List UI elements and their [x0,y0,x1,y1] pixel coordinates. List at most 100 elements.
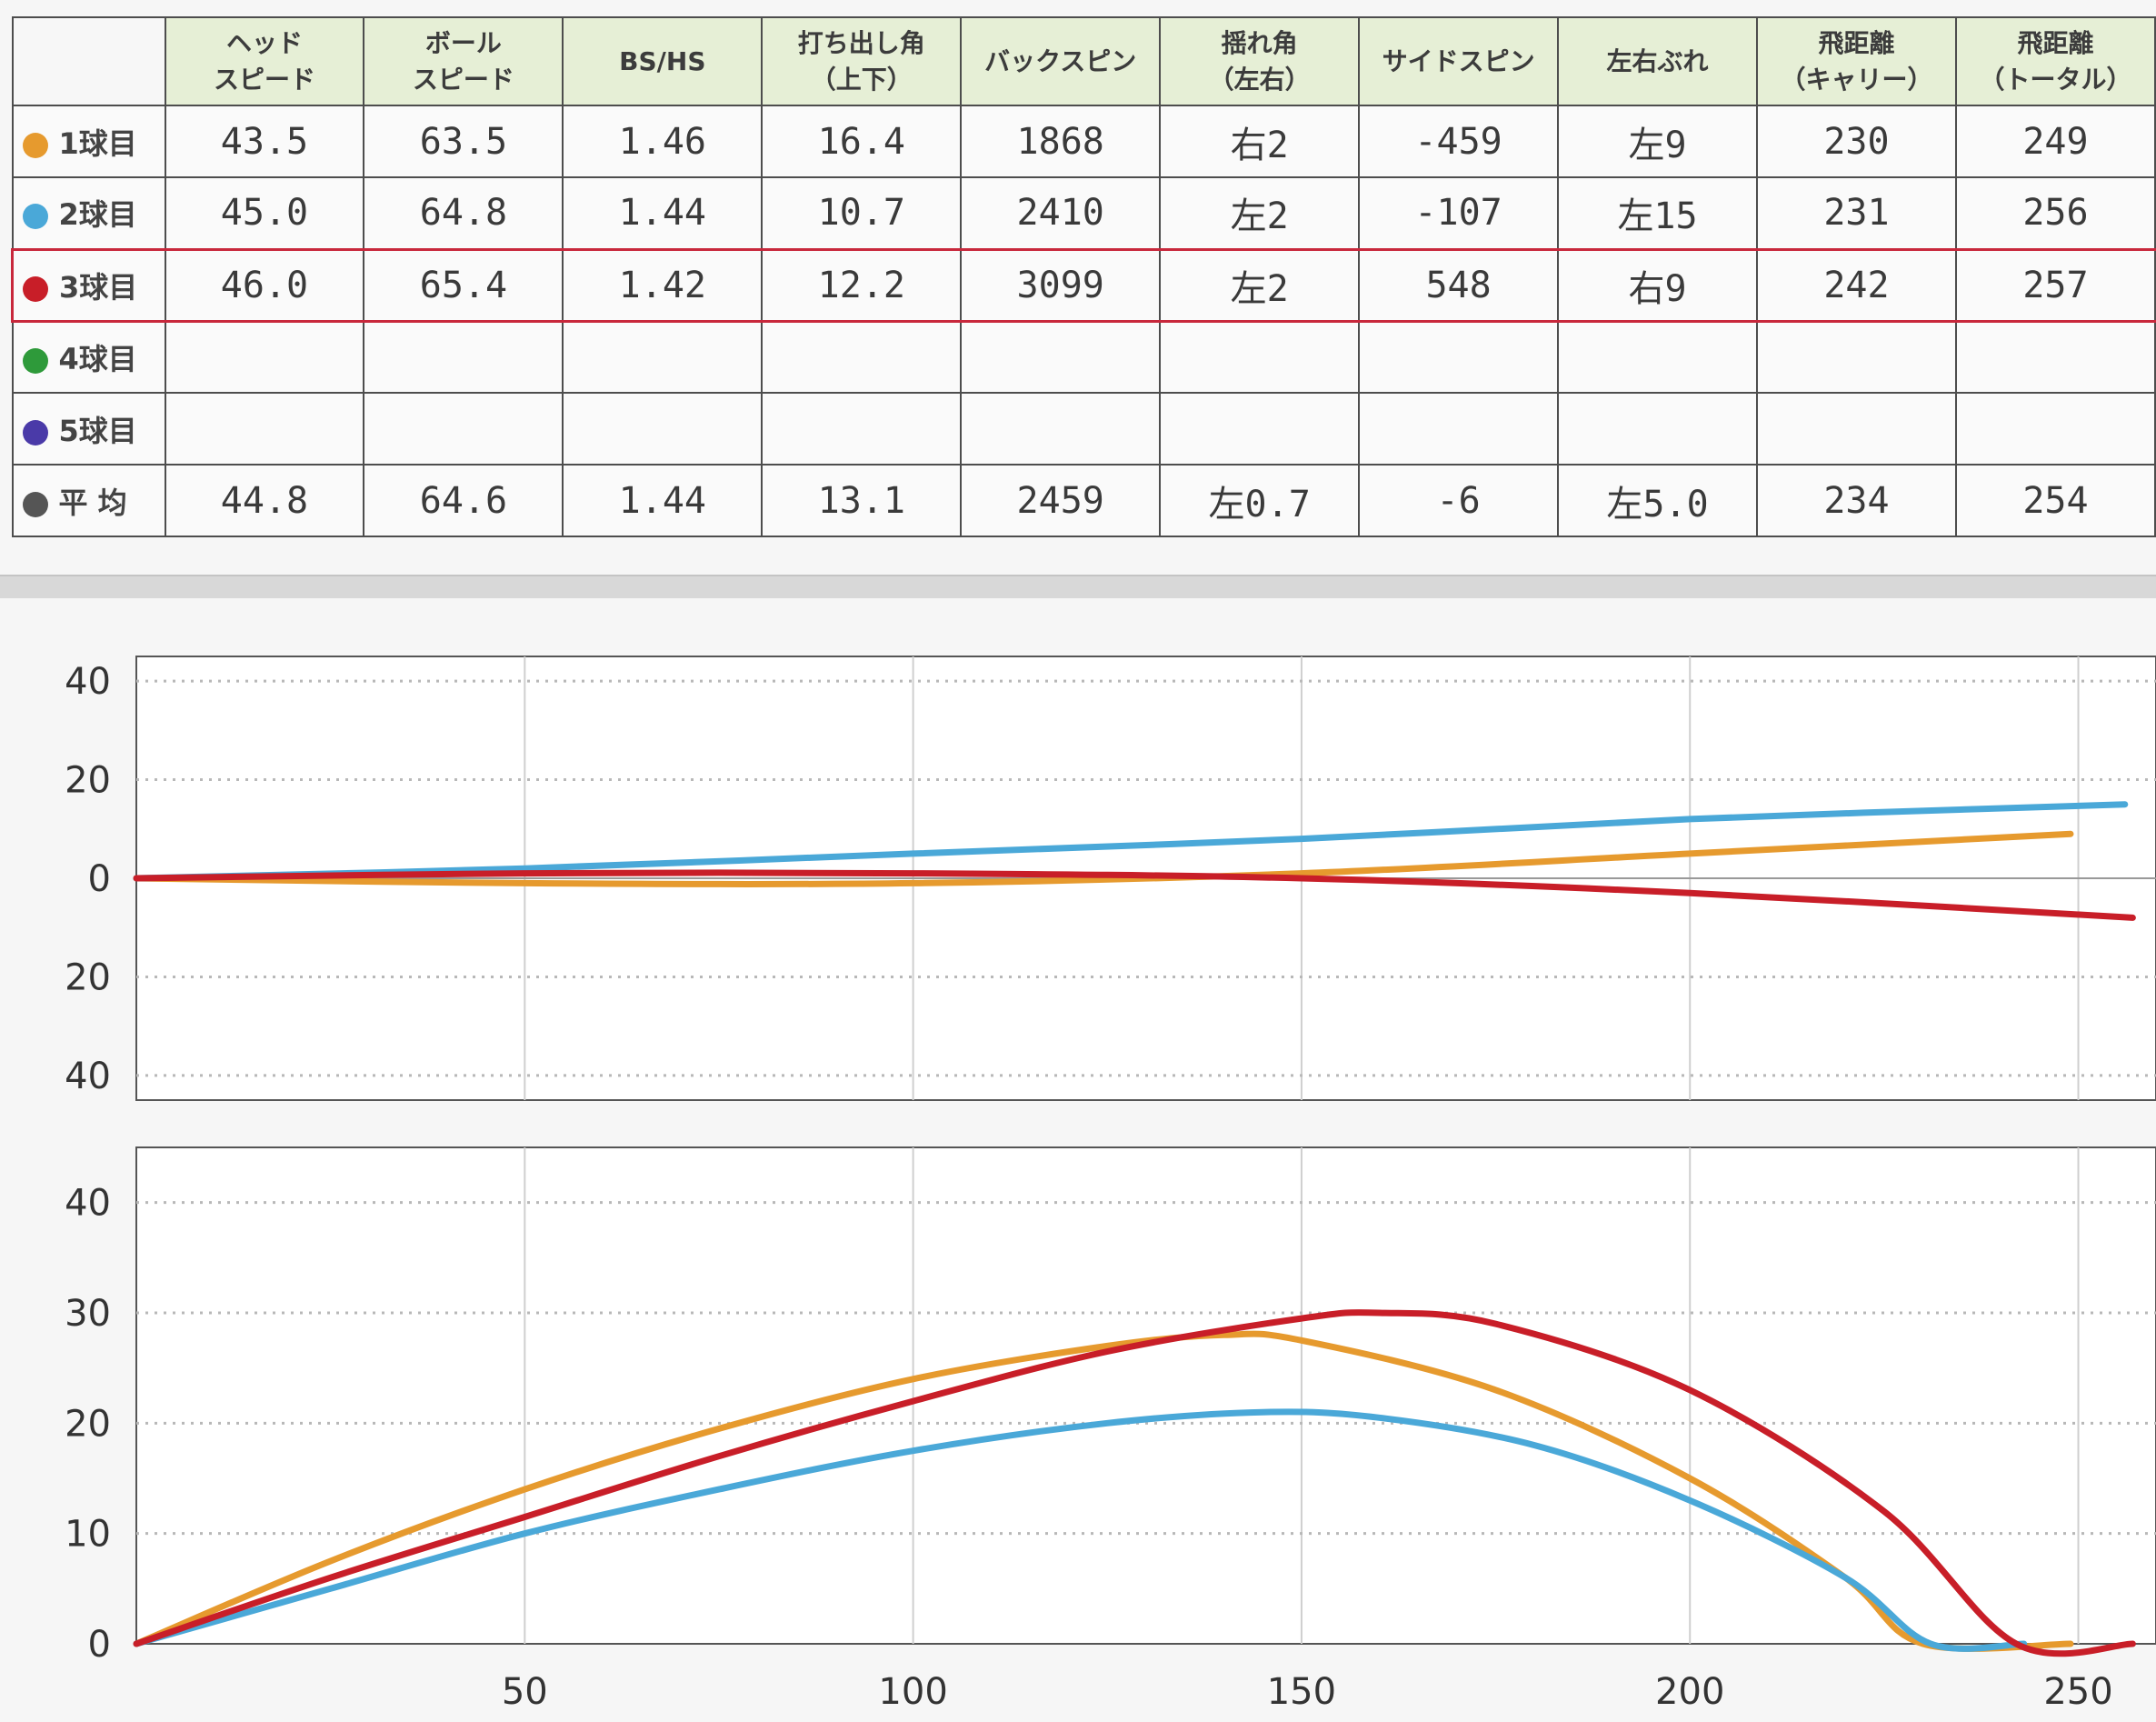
table-row: 3球目 46.0 65.4 1.42 12.2 3099 左2 548 右9 242 257 [11,247,2156,323]
table-cell: 3099 [960,247,1162,323]
table-cell [363,320,564,394]
y-tick-label: 40 [65,1183,111,1225]
table-cell [562,320,764,394]
y-tick-label: 30 [65,1293,111,1335]
y-tick-label: 40 [65,661,111,703]
series-line [133,830,2074,887]
x-tick-label: 200 [1655,1671,1724,1713]
table-cell: -107 [1358,176,1560,250]
x-tick-label: 250 [2043,1671,2112,1713]
table-cell: 254 [1954,464,2156,537]
table-cell: 230 [1756,105,1957,178]
plot-area [135,1146,2156,1645]
table-cell [1358,320,1560,394]
table-cell [562,392,764,466]
table-cell [1954,392,2156,466]
series-line [133,801,2129,882]
header-ball-speed: ボール スピード [363,16,564,106]
table-cell: 65.4 [363,247,564,323]
series-color-dot-icon [22,419,48,446]
table-cell [1358,392,1560,466]
header-sidespin: サイドスピン [1358,16,1560,106]
header-deviation: 左右ぶれ [1557,16,1758,106]
table-cell: 2410 [960,176,1162,250]
table-cell: 548 [1358,247,1560,323]
header-bs-hs: BS/HS [562,16,764,106]
table-cell: 13.1 [761,464,963,537]
lateral-deviation-chart: 40 20 0 20 40 [65,656,2156,1101]
table-row: 5球目 [11,392,2156,466]
table-cell: 左2 [1159,176,1361,250]
x-tick-label: 100 [878,1671,947,1713]
series-color-dot-icon [22,491,48,517]
table-header-row: ヘッド スピード ボール スピード BS/HS 打ち出し角 （上下） バックスピン 揺… [11,16,2156,106]
table-cell: 64.6 [363,464,564,537]
row-label-text: 2球目 [58,197,137,233]
table-cell [1159,392,1361,466]
table-cell: 1.42 [562,247,764,323]
series-color-dot-icon [23,275,48,302]
y-tick-label: 0 [88,1624,111,1666]
row-label-text: 1球目 [58,125,137,161]
table-cell [1557,392,1758,466]
x-tick-label: 50 [502,1671,548,1713]
row-label: 1球目 [11,105,166,178]
table-row: 2球目 45.0 64.8 1.44 10.7 2410 左2 -107 左15 231 256 [11,176,2156,250]
series-line [133,869,2136,921]
section-divider [0,575,2156,598]
table-cell: -6 [1358,464,1560,537]
table-cell [960,392,1162,466]
row-label: 5球目 [11,392,166,466]
header-head-speed: ヘッド スピード [164,16,365,106]
table-row: 1球目 43.5 63.5 1.46 16.4 1868 右2 -459 左9 230 249 [11,105,2156,178]
row-label: 4球目 [11,320,166,394]
table-cell: -459 [1358,105,1560,178]
table-cell: 63.5 [363,105,564,178]
table-cell: 234 [1756,464,1957,537]
table-cell: 右2 [1159,105,1361,178]
table-cell: 左5.0 [1557,464,1758,537]
series-color-dot-icon [22,132,48,158]
row-label-text: 5球目 [58,413,137,448]
series-line [133,1309,2136,1657]
table-cell [363,392,564,466]
header-side-angle: 揺れ角 （左右） [1159,16,1361,106]
series-color-dot-icon [22,204,48,230]
table-cell [1954,320,2156,394]
header-backspin: バックスピン [960,16,1162,106]
table-cell [1159,320,1361,394]
stats-table: ヘッド スピード ボール スピード BS/HS 打ち出し角 （上下） バックスピン 揺… [11,16,2156,537]
table-cell [164,320,365,394]
header-carry: 飛距離 （キャリー） [1756,16,1957,106]
row-label: 平 均 [11,464,166,537]
header-total: 飛距離 （トータル） [1954,16,2156,106]
x-tick-label: 150 [1267,1671,1336,1713]
table-cell: 1.44 [562,464,764,537]
series-line [133,1408,2028,1652]
y-tick-label: 20 [65,1403,111,1445]
table-cell: 64.8 [363,176,564,250]
table-cell: 左2 [1159,247,1361,323]
table-cell: 左15 [1557,176,1758,250]
table-cell [164,392,365,466]
table-cell: 242 [1756,247,1957,323]
table-cell: 2459 [960,464,1162,537]
table-row: 4球目 [11,320,2156,394]
table-cell: 16.4 [761,105,963,178]
table-cell: 10.7 [761,176,963,250]
trajectory-height-chart: 0 10 20 30 40 50 100 150 200 250 [65,1146,2156,1713]
table-cell: 43.5 [164,105,365,178]
table-cell [761,392,963,466]
row-label-text: 4球目 [58,341,137,376]
y-tick-label: 20 [65,956,111,998]
y-tick-label: 40 [65,1056,111,1097]
table-corner-cell [11,16,166,106]
row-label: 3球目 [11,247,166,323]
table-cell: 231 [1756,176,1957,250]
table-cell: 257 [1954,247,2156,323]
table-cell: 1.44 [562,176,764,250]
table-cell: 45.0 [164,176,365,250]
table-cell [960,320,1162,394]
table-cell: 右9 [1557,247,1758,323]
y-tick-label: 20 [65,760,111,802]
